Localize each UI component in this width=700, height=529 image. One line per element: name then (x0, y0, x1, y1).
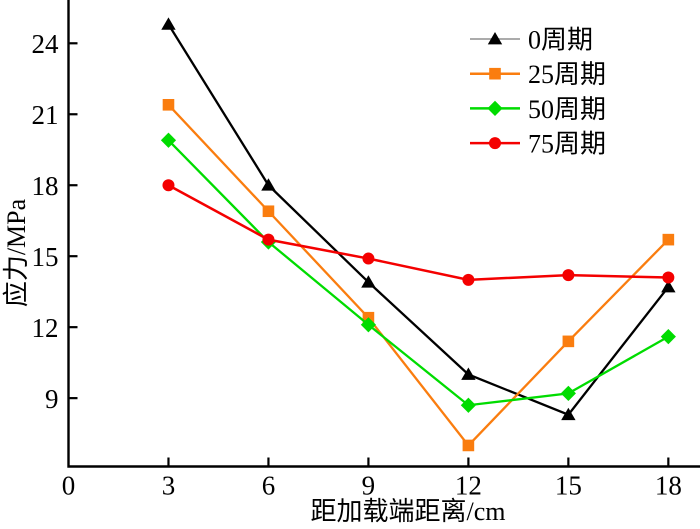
legend-label: 0周期 (528, 25, 593, 54)
circle-marker (262, 233, 275, 246)
diamond-marker (460, 397, 476, 413)
triangle-marker (487, 32, 503, 45)
circle-marker (489, 137, 501, 150)
diamond-marker (160, 132, 177, 148)
x-tick-label: 12 (455, 471, 482, 501)
diamond-marker (660, 329, 676, 345)
y-axis: 9 12 15 18 21 24 (32, 29, 78, 414)
triangle-marker (261, 178, 276, 191)
square-marker (489, 67, 501, 80)
diamond-marker (560, 385, 576, 402)
series-line (167, 139, 669, 407)
x-tick-label: 3 (162, 471, 176, 501)
x-tick-label: 9 (362, 471, 376, 501)
legend-item-0周期: 0周期 (470, 25, 593, 54)
y-tick-label: 15 (32, 242, 59, 272)
triangle-marker (561, 407, 576, 421)
legend-item-25周期: 25周期 (470, 60, 606, 89)
axes (67, 0, 700, 468)
diamond-marker (360, 317, 377, 333)
square-marker (262, 205, 275, 218)
x-axis: 0 3 6 9 12 15 18 (62, 457, 682, 501)
series-line (167, 104, 670, 448)
x-tick-label: 15 (555, 471, 582, 501)
series-line (167, 184, 669, 282)
square-marker (662, 233, 675, 246)
circle-marker (162, 179, 175, 192)
series-line (167, 23, 670, 417)
legend: 0周期 25周期 50周期 75周期 (470, 25, 606, 158)
triangle-marker (361, 275, 376, 288)
y-tick-label: 9 (45, 384, 59, 414)
legend-item-50周期: 50周期 (470, 95, 606, 124)
y-tick-label: 12 (32, 313, 59, 343)
triangle-marker (461, 367, 476, 380)
legend-label: 25周期 (528, 60, 606, 89)
circle-marker (362, 252, 375, 265)
y-tick-label: 18 (32, 171, 59, 201)
x-tick-label: 6 (262, 471, 276, 501)
series-50周期 (160, 132, 676, 413)
legend-label: 50周期 (528, 95, 606, 124)
y-axis-title: 应力/MPa (2, 198, 31, 308)
x-tick-label: 18 (655, 471, 682, 501)
circle-marker (562, 269, 575, 282)
series-75周期 (162, 179, 675, 286)
circle-marker (462, 273, 475, 286)
square-marker (462, 439, 475, 452)
legend-item-75周期: 75周期 (470, 129, 606, 158)
y-tick-label: 24 (32, 29, 60, 59)
diamond-marker (487, 100, 503, 116)
y-tick-label: 21 (32, 100, 59, 130)
x-axis-title: 距加载端距离/cm (310, 497, 506, 526)
legend-label: 75周期 (528, 129, 606, 158)
series-0周期 (161, 17, 676, 421)
x-tick-label: 0 (62, 471, 76, 501)
square-marker (162, 98, 175, 111)
triangle-marker (161, 17, 176, 30)
triangle-marker (661, 279, 676, 293)
square-marker (562, 335, 575, 348)
circle-marker (662, 271, 675, 284)
